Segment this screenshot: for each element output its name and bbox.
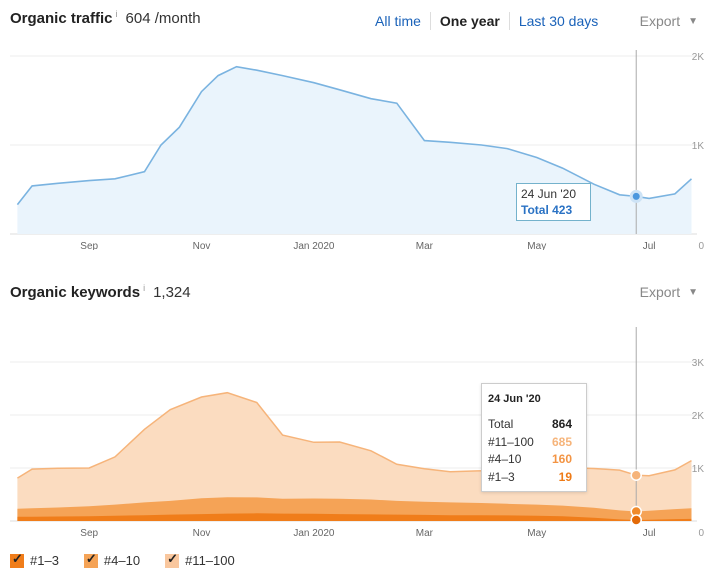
traffic-chart[interactable]: Sep Nov Jan 2020 Mar May Jul 2K 1K 0	[0, 0, 720, 250]
traffic-tooltip: 24 Jun '20 Total 423	[516, 183, 591, 221]
legend-label: #11–100	[185, 553, 235, 568]
keywords-header: Organic keywords i 1,324	[10, 283, 191, 301]
keywords-tooltip: 24 Jun '20 Total 864 #11–100 685 #4–10 1…	[481, 383, 587, 492]
kw-11-100-line	[17, 391, 692, 479]
tooltip-row-label: #11–100	[488, 435, 534, 449]
tooltip-row-value: 864	[551, 417, 572, 431]
range-divider	[429, 12, 431, 30]
traffic-tooltip-date: 24 Jun '20	[521, 187, 577, 201]
y-tick-label: 1K	[692, 464, 705, 475]
check-icon: ✓	[12, 550, 23, 566]
check-icon: ✓	[85, 550, 97, 566]
x-tick-label: May	[527, 528, 546, 539]
traffic-value: 604 /month	[125, 10, 201, 27]
y-tick-label: 2K	[692, 411, 705, 422]
x-tick-label: Sep	[80, 241, 98, 250]
y-tick-label: 1K	[692, 141, 705, 152]
x-tick-label: Nov	[193, 241, 211, 250]
keywords-export-button[interactable]: Export ▼	[640, 284, 698, 300]
legend-label: #1–3	[30, 553, 59, 568]
traffic-header: Organic traffic i 604 /month	[10, 9, 201, 27]
checkbox[interactable]: ✓	[10, 550, 24, 568]
keywords-tooltip-date: 24 Jun '20	[488, 393, 541, 405]
x-tick-label: Sep	[80, 528, 98, 539]
caret-down-icon: ▼	[688, 286, 698, 298]
traffic-export-button[interactable]: Export ▼	[640, 13, 698, 29]
x-tick-label: Jul	[643, 528, 656, 539]
tooltip-row-value: 160	[551, 452, 572, 466]
traffic-line	[16, 65, 693, 206]
y-tick-label: 0	[698, 241, 704, 250]
legend-item-11-100[interactable]: ✓ #11–100	[165, 550, 235, 568]
traffic-hover-point	[629, 189, 643, 203]
x-tick-label: Jan 2020	[293, 241, 335, 250]
x-tick-label: Mar	[416, 528, 434, 539]
tooltip-row-value: 19	[558, 470, 572, 484]
check-icon: ✓	[167, 550, 178, 566]
legend-item-1-3[interactable]: ✓ #1–3	[10, 550, 59, 568]
keywords-tooltip-row: Total 864	[488, 417, 572, 431]
legend-item-4-10[interactable]: ✓ #4–10	[83, 550, 141, 568]
tooltip-row-label: #1–3	[488, 470, 515, 484]
tooltip-row-label: #4–10	[488, 452, 522, 466]
date-range-selector: All time One year Last 30 days	[366, 12, 607, 30]
keywords-hover-point	[630, 514, 642, 526]
traffic-tooltip-total: Total 423	[521, 203, 573, 217]
tooltip-row-label: Total	[488, 417, 514, 431]
keywords-hover-point	[630, 469, 642, 481]
y-tick-label: 2K	[692, 52, 705, 63]
legend-label: #4–10	[103, 553, 141, 568]
traffic-info-icon[interactable]: i	[115, 9, 118, 19]
y-tick-label: 0	[698, 528, 704, 539]
x-tick-label: Jan 2020	[293, 528, 335, 539]
caret-down-icon: ▼	[688, 15, 698, 27]
tooltip-row-value: 685	[551, 435, 572, 449]
checkbox[interactable]: ✓	[165, 550, 180, 568]
range-one-year[interactable]: One year	[439, 13, 500, 29]
keywords-tooltip-row: #11–100 685	[488, 435, 572, 449]
keywords-export-label: Export	[639, 284, 681, 300]
range-all-time[interactable]: All time	[375, 13, 421, 29]
kw-1-3-area	[17, 513, 692, 521]
keywords-title: Organic keywords	[10, 284, 141, 301]
keywords-tooltip-row: #4–10 160	[488, 452, 572, 466]
keywords-tooltip-row: #1–3 19	[488, 470, 572, 484]
x-tick-label: May	[527, 241, 546, 250]
keywords-legend: ✓ #1–3 ✓ #4–10 ✓ #11–100	[10, 550, 260, 568]
range-last-30-days[interactable]: Last 30 days	[518, 13, 599, 29]
y-tick-label: 3K	[692, 358, 705, 369]
x-tick-label: Nov	[193, 528, 211, 539]
range-divider	[508, 12, 510, 30]
checkbox[interactable]: ✓	[83, 550, 98, 568]
x-tick-label: Mar	[416, 241, 434, 250]
traffic-export-label: Export	[639, 13, 681, 29]
x-tick-label: Jul	[643, 241, 656, 250]
keywords-chart[interactable]: Sep Nov Jan 2020 Mar May Jul 3K 2K 1K 0	[0, 300, 720, 550]
keywords-info-icon[interactable]: i	[143, 283, 146, 293]
traffic-title: Organic traffic	[10, 10, 113, 27]
keywords-value: 1,324	[153, 284, 191, 301]
